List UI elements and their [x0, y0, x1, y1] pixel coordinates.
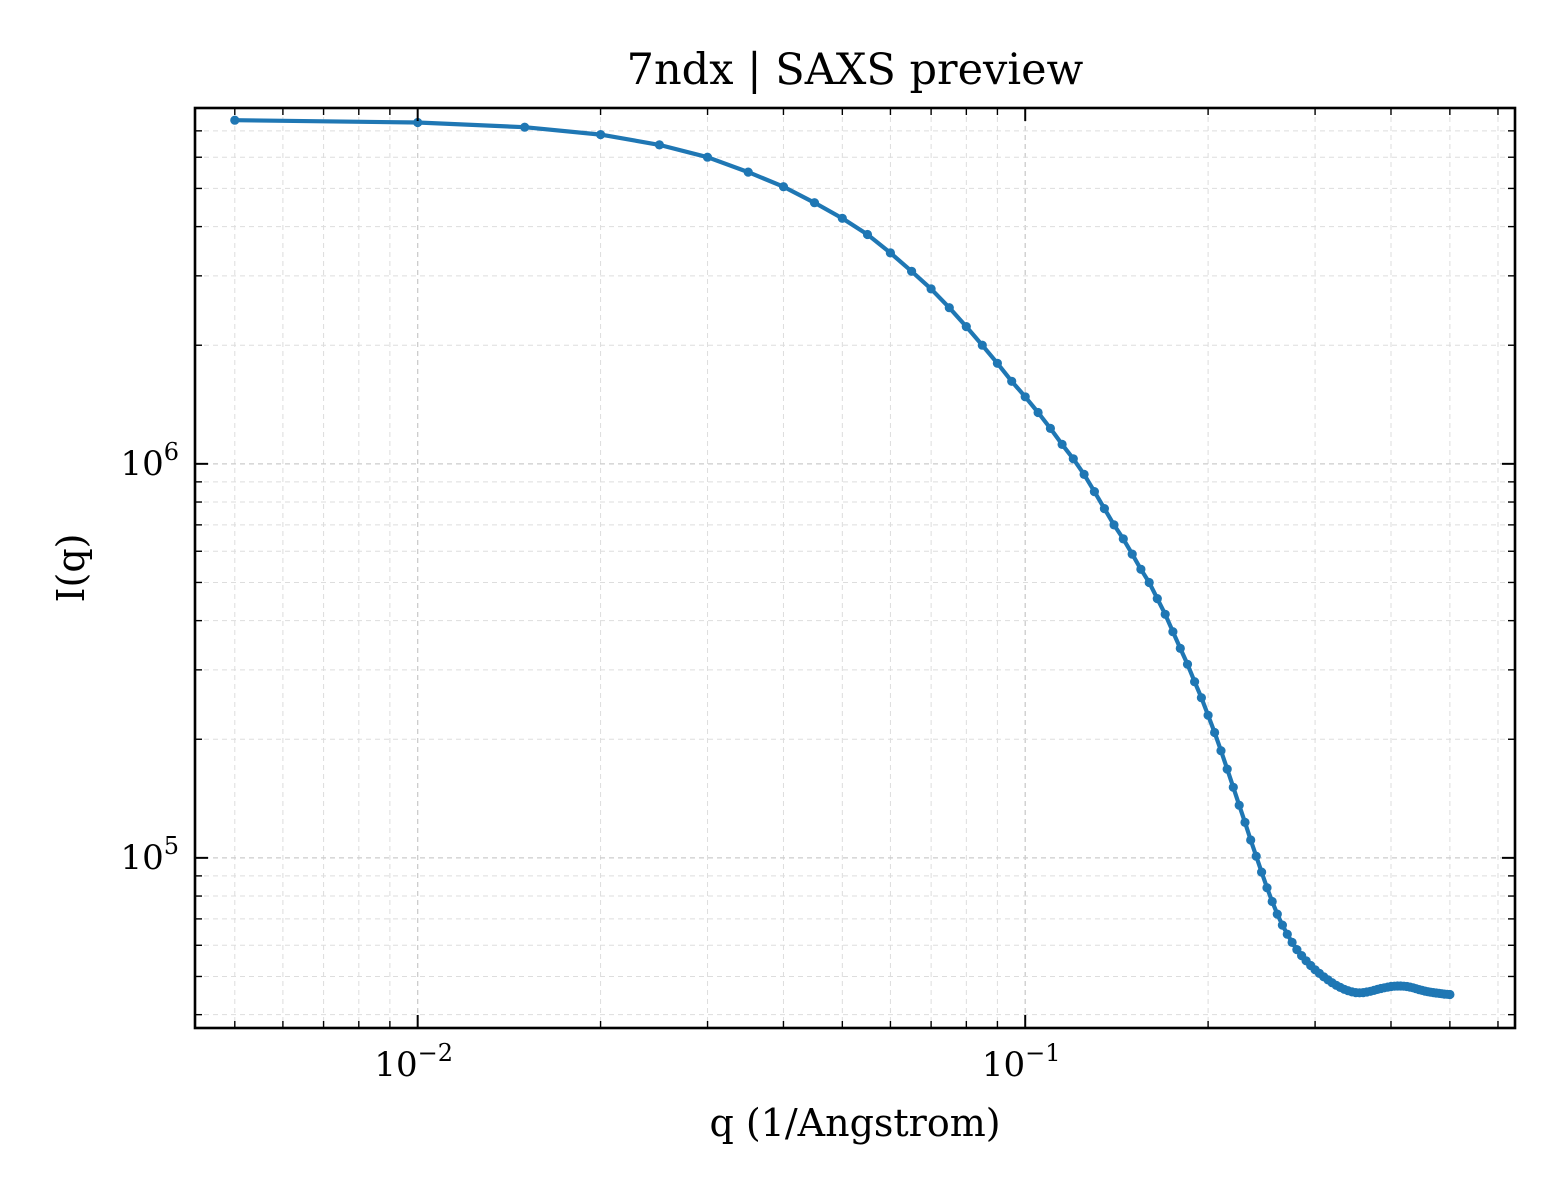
- data-point: [926, 284, 936, 294]
- data-point: [1089, 487, 1099, 497]
- data-point: [1175, 643, 1185, 654]
- data-point: [837, 213, 847, 223]
- x-tick-label: 10−2: [374, 1039, 453, 1085]
- data-point: [520, 122, 530, 132]
- y-axis-label: I(q): [49, 534, 93, 603]
- data-point: [1160, 609, 1170, 619]
- y-tick-label: 105: [120, 832, 179, 878]
- data-point: [1020, 392, 1030, 402]
- data-point: [1203, 710, 1213, 720]
- data-point: [1136, 564, 1146, 574]
- x-tick-label-base: 10: [982, 1045, 1025, 1085]
- data-point: [907, 266, 917, 276]
- data-point: [1033, 407, 1043, 418]
- data-point: [1257, 867, 1267, 877]
- data-point: [230, 115, 240, 125]
- data-point: [1045, 423, 1055, 433]
- data-point: [1127, 549, 1137, 559]
- data-point: [1109, 520, 1119, 530]
- data-point: [1228, 782, 1238, 792]
- y-tick-label-base: 10: [120, 444, 163, 484]
- data-point: [1240, 817, 1250, 828]
- data-point: [1190, 677, 1200, 687]
- plot-frame: [193, 106, 1517, 1030]
- axis-ticks: [195, 107, 1515, 1028]
- data-point: [977, 340, 987, 350]
- data-point: [1262, 883, 1272, 893]
- data-point: [1168, 627, 1178, 637]
- data-point: [1057, 439, 1067, 449]
- series-layer: [230, 115, 1455, 1000]
- data-point: [1144, 577, 1154, 588]
- data-point: [1287, 937, 1297, 948]
- data-point: [596, 130, 606, 140]
- data-point: [1068, 454, 1078, 464]
- x-tick-label: 10−1: [982, 1039, 1061, 1085]
- data-point: [1234, 800, 1244, 810]
- x-tick-label-exponent: −1: [1025, 1039, 1060, 1067]
- data-point: [1282, 929, 1292, 939]
- y-tick-label-exponent: 5: [164, 832, 179, 860]
- data-point: [1445, 989, 1455, 1000]
- data-point: [809, 198, 820, 208]
- data-point: [702, 152, 713, 162]
- x-tick-label-base: 10: [374, 1045, 417, 1085]
- data-point: [1246, 835, 1256, 845]
- data-point: [778, 182, 789, 192]
- data-point: [1182, 659, 1193, 669]
- data-point: [1216, 746, 1226, 756]
- x-axis-label: q (1/Angstrom): [709, 1101, 1000, 1145]
- data-point: [885, 248, 896, 258]
- data-point: [1210, 727, 1220, 738]
- data-point: [654, 140, 665, 150]
- data-point: [862, 229, 873, 240]
- data-point: [1079, 469, 1089, 479]
- data-point: [1099, 504, 1109, 514]
- x-tick-label-exponent: −2: [418, 1039, 453, 1067]
- data-point: [1222, 764, 1232, 774]
- y-tick-label: 106: [120, 438, 179, 484]
- data-point: [1277, 920, 1287, 930]
- data-point: [413, 117, 423, 128]
- data-point: [1152, 594, 1162, 604]
- chart-title: 7ndx | SAXS preview: [627, 45, 1084, 95]
- data-point: [1118, 534, 1128, 544]
- series-line: [232, 118, 1453, 997]
- y-tick-label-exponent: 6: [164, 438, 179, 466]
- grid-lines: [195, 107, 1515, 1028]
- data-point: [1251, 851, 1261, 861]
- data-point: [1272, 909, 1282, 919]
- data-point: [1267, 896, 1277, 907]
- y-tick-label-base: 10: [120, 838, 163, 878]
- data-point: [944, 303, 954, 313]
- data-point: [961, 322, 971, 332]
- data-point: [992, 358, 1003, 368]
- data-point: [1196, 693, 1206, 703]
- data-point: [743, 167, 753, 177]
- data-point: [1007, 376, 1017, 386]
